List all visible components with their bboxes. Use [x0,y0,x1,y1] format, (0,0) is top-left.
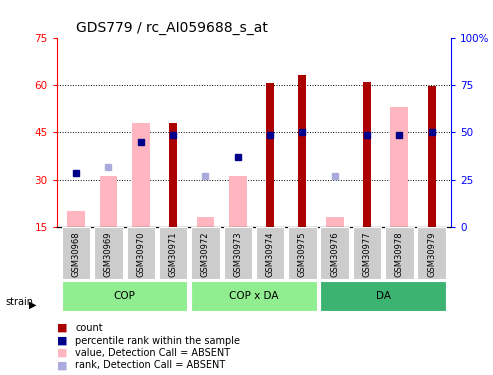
Bar [62,227,90,279]
Bar [326,217,344,227]
Text: GSM30970: GSM30970 [136,231,145,277]
Text: GSM30977: GSM30977 [362,231,372,277]
Bar [353,227,381,279]
Text: ■: ■ [57,360,67,370]
Bar [191,227,219,279]
Text: ■: ■ [57,323,67,333]
Bar [127,227,155,279]
Text: GSM30968: GSM30968 [71,231,80,277]
Bar [385,227,414,279]
Text: GDS779 / rc_AI059688_s_at: GDS779 / rc_AI059688_s_at [76,21,268,35]
Text: GSM30975: GSM30975 [298,231,307,277]
Bar [320,281,446,311]
Bar [132,123,150,227]
Bar [67,211,85,227]
Bar [266,83,274,227]
Bar [229,176,246,227]
Text: GSM30972: GSM30972 [201,231,210,277]
Bar [100,176,117,227]
Bar [390,107,408,227]
Bar [169,123,177,227]
Text: GSM30979: GSM30979 [427,231,436,277]
Text: COP x DA: COP x DA [229,291,279,301]
Text: GSM30978: GSM30978 [395,231,404,277]
Text: GSM30973: GSM30973 [233,231,242,277]
Text: GSM30974: GSM30974 [266,231,275,277]
Text: GSM30976: GSM30976 [330,231,339,277]
Bar [191,281,317,311]
Text: strain: strain [5,297,33,307]
Bar [298,75,307,227]
Bar [159,227,187,279]
Text: percentile rank within the sample: percentile rank within the sample [75,336,241,345]
Text: GSM30971: GSM30971 [169,231,177,277]
Bar [223,227,252,279]
Bar [320,227,349,279]
Bar [363,82,371,227]
Text: ■: ■ [57,348,67,358]
Bar [288,227,317,279]
Text: value, Detection Call = ABSENT: value, Detection Call = ABSENT [75,348,231,358]
Bar [427,86,436,227]
Text: ■: ■ [57,336,67,345]
Bar [418,227,446,279]
Text: GSM30969: GSM30969 [104,231,113,277]
Text: count: count [75,323,103,333]
Text: ▶: ▶ [29,300,36,309]
Text: rank, Detection Call = ABSENT: rank, Detection Call = ABSENT [75,360,226,370]
Text: COP: COP [114,291,136,301]
Bar [197,217,214,227]
Bar [256,227,284,279]
Bar [94,227,123,279]
Bar [62,281,187,311]
Text: DA: DA [376,291,391,301]
